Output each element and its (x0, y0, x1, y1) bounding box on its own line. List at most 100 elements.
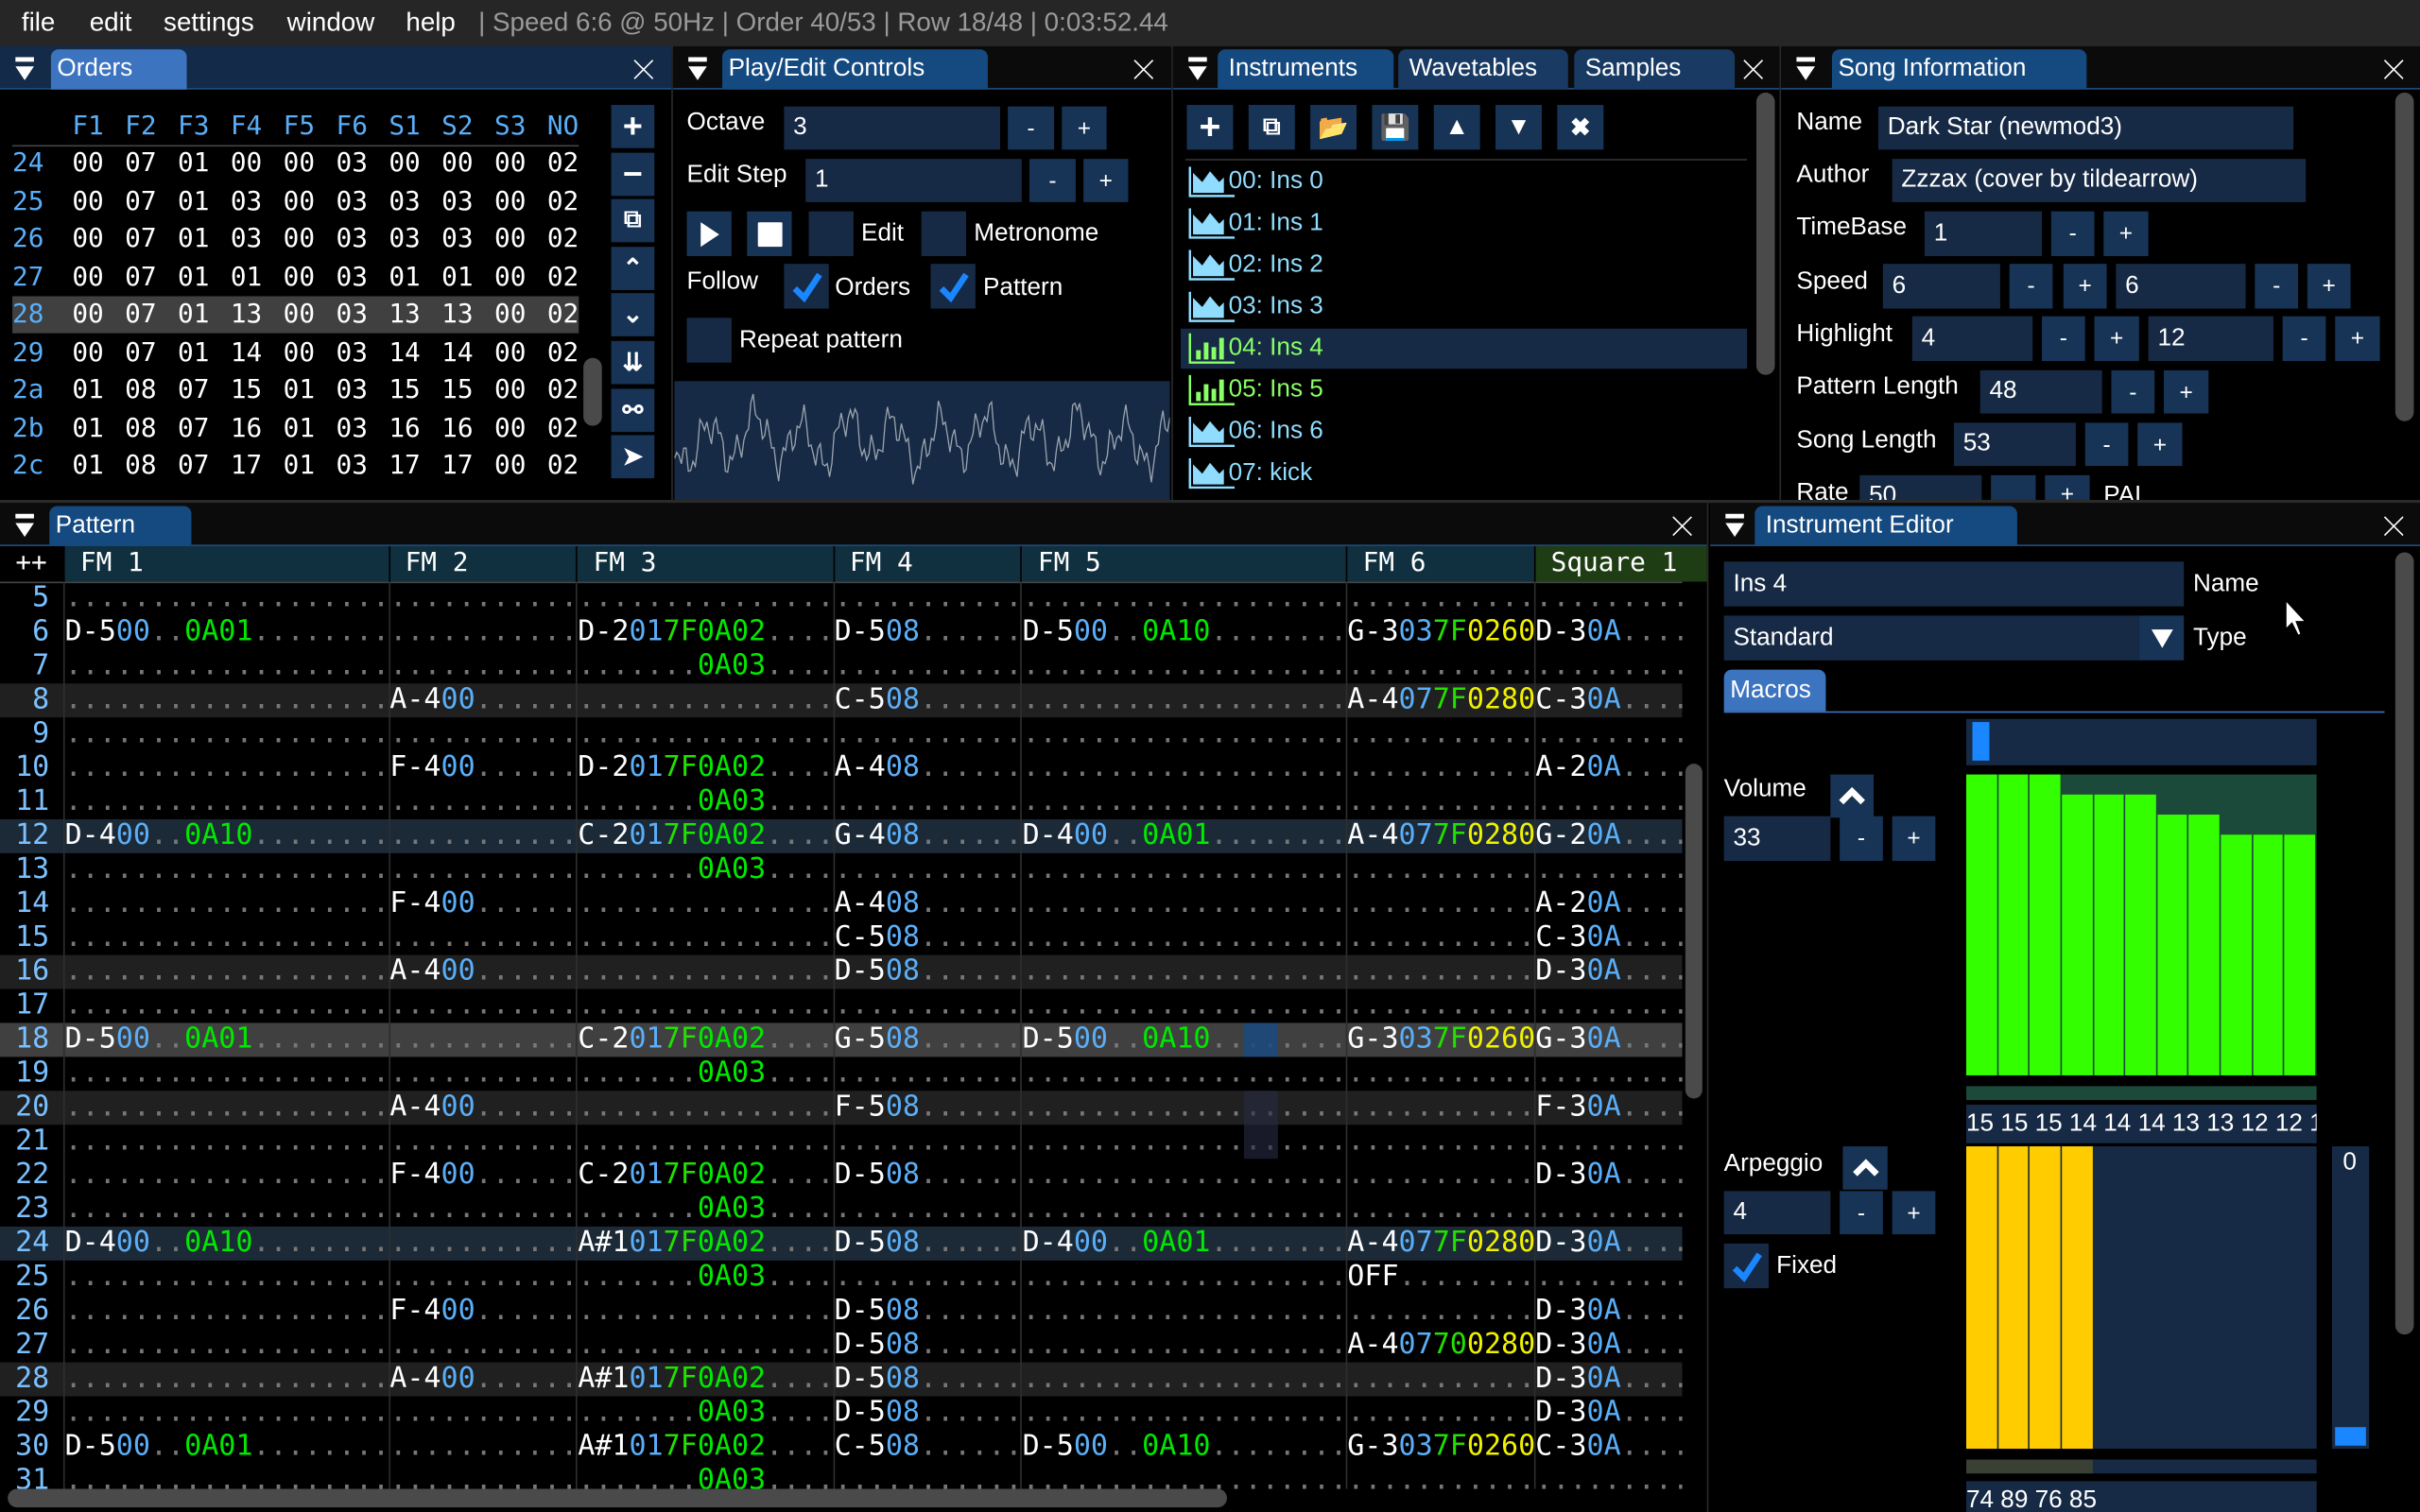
pattern-cell[interactable]: ................... (1023, 1397, 1348, 1431)
pattern-cell[interactable]: D-500..0A10........ (1023, 1022, 1348, 1057)
collapse-icon[interactable] (687, 57, 709, 81)
pattern-cell[interactable]: A-400...... (389, 1363, 578, 1397)
octave-input[interactable]: 3 (784, 106, 1000, 150)
tab-song-information[interactable]: Song Information (1831, 49, 2087, 90)
pattern-cell[interactable]: A-4077F0280 (1347, 683, 1535, 717)
volume-length-increment-button[interactable]: + (1892, 816, 1936, 862)
pattern-cell[interactable]: ........... (389, 989, 578, 1023)
order-cell[interactable]: 13 (441, 299, 474, 331)
pattern-cell[interactable]: D-508...... (835, 615, 1023, 649)
pattern-cell[interactable]: ........... (835, 853, 1023, 887)
plus-button[interactable]: + (611, 105, 655, 148)
volume-macro-bar[interactable] (1965, 774, 1997, 1075)
double-down-button[interactable]: ⇊ (611, 340, 655, 385)
order-cell[interactable]: 00 (494, 450, 527, 482)
volume-macro-values[interactable]: 15 15 15 14 14 14 13 13 12 12 12 1 (1965, 1104, 2317, 1143)
pattern-row[interactable]: 22................... F-400...... C-2017F0… (0, 1159, 1683, 1193)
order-cell[interactable]: 01 (283, 450, 316, 482)
instrument-list-item[interactable]: 02: Ins 2 (1181, 246, 1747, 285)
order-cell[interactable]: 00 (494, 261, 527, 293)
pattern-cell[interactable]: F-400...... (389, 1159, 578, 1193)
order-cell[interactable]: 03 (230, 223, 263, 255)
pattern-cell[interactable]: ................... (65, 1397, 390, 1431)
order-cell[interactable]: 07 (125, 299, 157, 331)
arpeggio-length-increment-button[interactable]: + (1892, 1191, 1936, 1235)
menu-settings[interactable]: settings (164, 8, 254, 38)
order-cell[interactable]: 01 (177, 147, 210, 180)
speed-1-increment-button[interactable]: + (2063, 264, 2107, 309)
open-button[interactable]: 📂 (1310, 105, 1357, 150)
pattern-cell[interactable]: A-4077F0280 (1347, 1227, 1535, 1261)
volume-macro-graph[interactable] (1965, 774, 2317, 1075)
pattern-cell[interactable]: ........... (389, 1329, 578, 1363)
pattern-cell[interactable]: ............... (578, 1329, 834, 1363)
pattern-cell[interactable]: ........... (1347, 1397, 1535, 1431)
arpeggio-scroll-thumb[interactable] (2335, 1427, 2366, 1446)
volume-length-decrement-button[interactable]: - (1840, 816, 1883, 862)
orders-row[interactable]: 24 00 07 01 00 00 03 00 00 00 02 (12, 145, 579, 181)
pattern-cell[interactable]: ................... (1023, 887, 1348, 921)
pattern-cell[interactable]: D-400..0A01........ (1023, 819, 1348, 853)
volume-macro-bar[interactable] (2221, 834, 2252, 1075)
pattern-cell[interactable]: D-400..0A10........ (65, 1227, 390, 1261)
arpeggio-macro-bar[interactable] (1965, 1146, 1997, 1450)
order-cell[interactable]: 03 (336, 185, 368, 217)
pattern-cell[interactable]: ........... (1347, 1091, 1535, 1125)
order-cell[interactable]: 07 (125, 336, 157, 369)
volume-macro-length-input[interactable]: 33 (1723, 816, 1831, 862)
pattern-cell[interactable]: ................... (65, 649, 390, 683)
order-cell[interactable]: 00 (72, 336, 104, 369)
pattern-cell[interactable]: ........... (1347, 1363, 1535, 1397)
pattern-cell[interactable]: D-500..0A01........ (65, 1430, 390, 1464)
play-button[interactable] (686, 211, 732, 257)
pattern-cell[interactable]: F-508...... (835, 1091, 1023, 1125)
order-cell[interactable]: 00 (494, 147, 527, 180)
pattern-cell[interactable]: A-20A...... (1535, 751, 1682, 785)
order-cell[interactable]: 01 (389, 261, 421, 293)
pattern-cell[interactable]: ................... (1023, 1125, 1348, 1159)
channel-header[interactable]: FM 6 (1347, 545, 1534, 582)
pattern-cell[interactable]: D-30A...... (1535, 1159, 1682, 1193)
pattern-cell[interactable]: ........... (1347, 887, 1535, 921)
order-cell[interactable]: 15 (441, 374, 474, 406)
follow-orders-checkbox[interactable] (784, 264, 829, 309)
volume-macro-bar[interactable] (2062, 794, 2093, 1075)
rate-increment-button[interactable]: + (2045, 474, 2090, 500)
highlight-1-input[interactable]: 4 (1911, 316, 2033, 362)
order-cell[interactable]: 00 (494, 299, 527, 331)
order-cell[interactable]: 00 (230, 147, 263, 180)
order-cell[interactable]: 00 (494, 336, 527, 369)
order-cell[interactable]: 07 (125, 147, 157, 180)
pattern-cell[interactable]: .......0A03.... (578, 853, 834, 887)
collapse-icon[interactable] (14, 57, 36, 81)
order-cell[interactable]: 13 (230, 299, 263, 331)
order-cell[interactable]: 08 (125, 450, 157, 482)
pattern-grid[interactable]: 5.......................................… (0, 581, 1683, 1489)
song-name-input[interactable]: Dark Star (newmod3) (1877, 106, 2294, 150)
orders-row[interactable]: 25 00 07 01 03 00 03 03 03 00 02 (12, 182, 579, 219)
pattern-cell[interactable]: ........... (1347, 785, 1535, 819)
pattern-row[interactable]: 23.............................. .......0… (0, 1193, 1683, 1227)
order-cell[interactable]: 16 (389, 412, 421, 444)
pattern-cell[interactable]: D-30A...... (1535, 1227, 1682, 1261)
pattern-cell[interactable]: ................... (65, 1091, 390, 1125)
pattern-cell[interactable]: ............... (578, 717, 834, 751)
order-cell[interactable]: 00 (72, 147, 104, 180)
pattern-cell[interactable]: ........... (389, 1125, 578, 1159)
pattern-cell[interactable]: ........... (1535, 989, 1682, 1023)
pattern-cell[interactable]: ........... (1347, 989, 1535, 1023)
pattern-row[interactable]: 7.............................. .......0A… (0, 649, 1682, 683)
pattern-cell[interactable]: ................... (1023, 921, 1348, 955)
arpeggio-length-decrement-button[interactable]: - (1840, 1191, 1883, 1235)
pattern-cell[interactable]: .......0A03.... (578, 1193, 834, 1227)
pattern-cell[interactable]: ........... (389, 717, 578, 751)
order-cell[interactable]: 03 (336, 336, 368, 369)
volume-macro-bar[interactable] (2030, 774, 2061, 1075)
pattern-cell[interactable]: ........... (1347, 582, 1535, 616)
order-cell[interactable]: 08 (125, 412, 157, 444)
pattern-row[interactable]: 11.............................. .......0… (0, 785, 1683, 819)
instrument-list-item[interactable]: 01: Ins 1 (1181, 204, 1747, 244)
pattern-cell[interactable]: ........... (389, 785, 578, 819)
instrument-list-item[interactable]: 00: Ins 0 (1181, 162, 1747, 201)
pattern-cell[interactable]: ................... (1023, 955, 1348, 989)
